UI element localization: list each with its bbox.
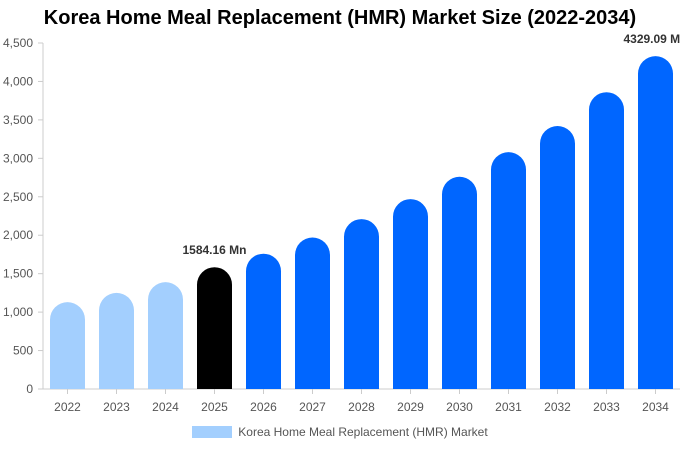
y-tick-label: 4,500 (3, 36, 33, 50)
bar-2033 (589, 92, 624, 389)
x-tick-label: 2023 (103, 400, 130, 414)
bar-2027 (295, 237, 330, 389)
data-label: 4329.09 Mn (623, 32, 680, 46)
chart-title: Korea Home Meal Replacement (HMR) Market… (43, 7, 637, 29)
y-tick-label: 2,000 (3, 228, 33, 242)
data-label: 1584.16 Mn (182, 243, 246, 257)
bar-2028 (344, 219, 379, 389)
bar-2022 (50, 302, 85, 389)
legend-swatch (192, 426, 233, 438)
y-tick-label: 4,000 (3, 74, 33, 88)
x-tick-label: 2029 (397, 400, 424, 414)
x-tick-label: 2028 (348, 400, 375, 414)
y-tick-label: 500 (13, 344, 33, 358)
bar-2023 (99, 292, 134, 389)
x-tick-label: 2030 (446, 400, 473, 414)
x-tick-label: 2033 (593, 400, 620, 414)
bar-2026 (246, 253, 281, 389)
x-tick-label: 2032 (544, 400, 571, 414)
legend-label: Korea Home Meal Replacement (HMR) Market (238, 425, 488, 439)
y-tick-label: 3,000 (3, 151, 33, 165)
x-tick-label: 2024 (152, 400, 179, 414)
x-tick-label: 2022 (54, 400, 81, 414)
x-tick-label: 2026 (250, 400, 277, 414)
y-tick-label: 1,000 (3, 305, 33, 319)
y-tick-label: 0 (26, 382, 33, 396)
bar-2034 (638, 56, 673, 389)
bar-2031 (491, 152, 526, 389)
bar-2029 (393, 199, 428, 389)
y-tick-label: 1,500 (3, 267, 33, 281)
bar-2032 (540, 126, 575, 389)
y-tick-label: 3,500 (3, 113, 33, 127)
x-tick-label: 2027 (299, 400, 326, 414)
x-tick-label: 2034 (642, 400, 669, 414)
bar-2025 (197, 267, 232, 389)
legend: Korea Home Meal Replacement (HMR) Market (0, 425, 680, 439)
x-tick-label: 2031 (495, 400, 522, 414)
y-tick-label: 2,500 (3, 190, 33, 204)
bar-2024 (148, 282, 183, 389)
x-tick-label: 2025 (201, 400, 228, 414)
bar-2030 (442, 176, 477, 389)
